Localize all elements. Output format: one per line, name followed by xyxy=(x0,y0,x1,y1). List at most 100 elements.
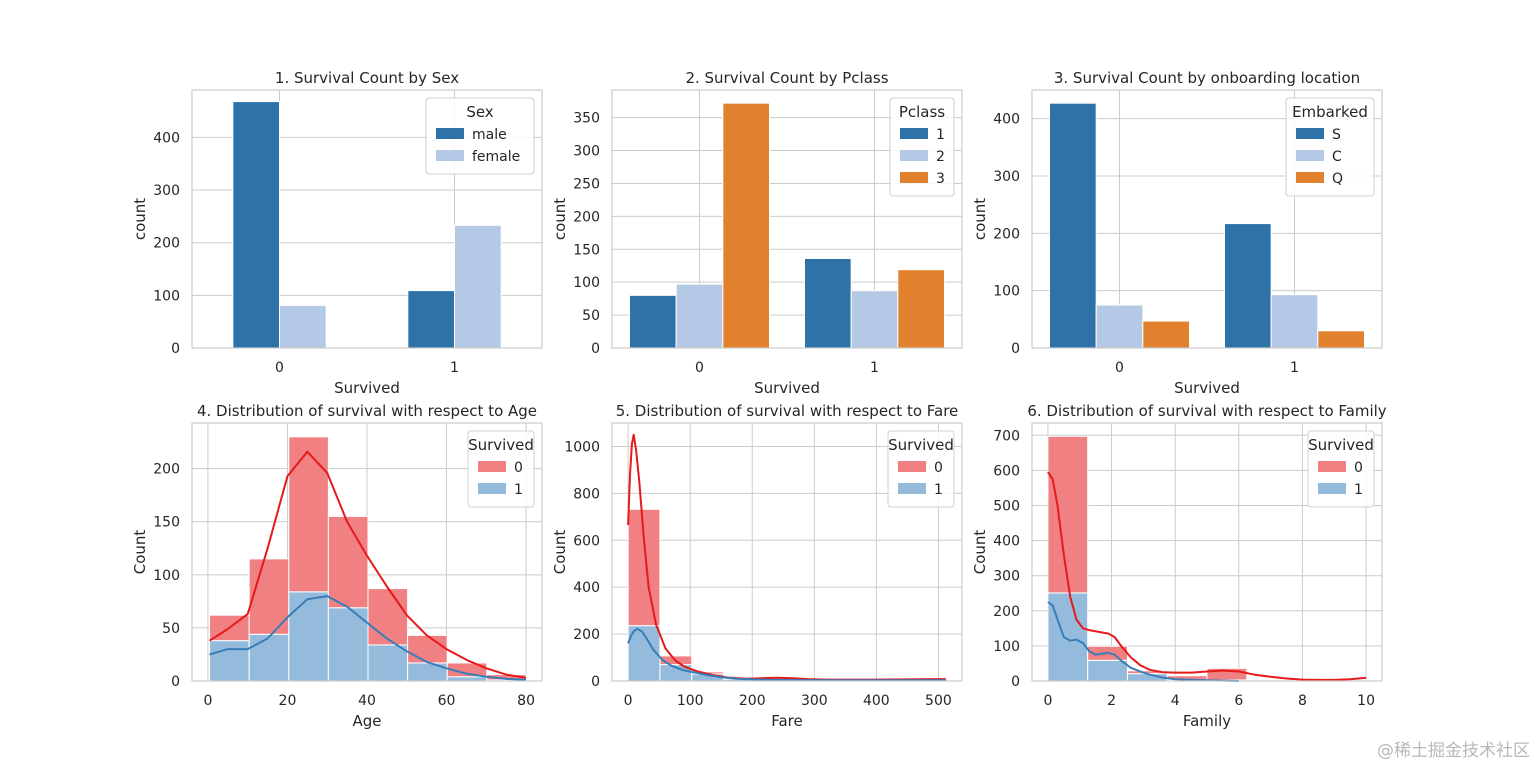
y-tick-label: 300 xyxy=(573,144,600,160)
y-tick-label: 0 xyxy=(1011,341,1020,357)
x-axis-label: Family xyxy=(1183,712,1231,730)
chart-1: 0 100 200 300 400 0 1 1. Survival Count by Sex S… xyxy=(131,69,543,397)
x-tick-label: 20 xyxy=(279,693,297,709)
chart-title: 1. Survival Count by Sex xyxy=(275,69,459,87)
x-axis-label: Survived xyxy=(334,379,400,397)
y-axis-label: count xyxy=(971,198,989,240)
bar-C-0 xyxy=(1095,304,1144,349)
legend: Survived 0 1 xyxy=(467,430,535,508)
chart-title: 4. Distribution of survival with respect… xyxy=(197,402,537,420)
legend-title: Embarked xyxy=(1292,103,1368,121)
x-tick-label: 4 xyxy=(1171,693,1180,709)
x-tick-label: 0 xyxy=(275,360,284,376)
hist-bar-0 xyxy=(627,508,661,627)
x-tick-label: 0 xyxy=(203,693,212,709)
legend-swatch xyxy=(898,483,926,494)
legend-title: Survived xyxy=(468,436,534,454)
y-tick-label: 600 xyxy=(573,533,600,549)
hist-bar-1 xyxy=(446,676,488,682)
legend-label: 1 xyxy=(936,127,945,143)
y-tick-label: 1000 xyxy=(564,439,600,455)
bar-2-1 xyxy=(850,290,899,349)
bar-2-0 xyxy=(675,283,724,349)
axes-frame xyxy=(191,422,543,682)
x-tick-label: 300 xyxy=(801,693,828,709)
legend-swatch xyxy=(1296,150,1324,161)
legend-box xyxy=(889,97,955,197)
x-tick-label: 0 xyxy=(1115,360,1124,376)
bar-1-0 xyxy=(629,294,677,349)
y-axis-label: Count xyxy=(131,530,149,575)
y-axis-label: Count xyxy=(971,530,989,575)
x-tick-label: 0 xyxy=(1043,693,1052,709)
bar-S-1 xyxy=(1224,223,1272,349)
x-tick-label: 1 xyxy=(870,360,879,376)
bar-male-1 xyxy=(407,290,456,349)
legend-label: male xyxy=(472,127,507,143)
legend-swatch xyxy=(1318,483,1346,494)
legend-label: 3 xyxy=(936,171,945,187)
hist-bar-0 xyxy=(1047,435,1089,594)
x-tick-label: 0 xyxy=(624,693,633,709)
legend-box xyxy=(1285,97,1375,197)
y-tick-label: 100 xyxy=(153,288,180,304)
bar-Q-1 xyxy=(1317,330,1366,349)
y-tick-label: 200 xyxy=(573,209,600,225)
y-tick-label: 250 xyxy=(573,176,600,192)
legend-swatch xyxy=(1296,128,1324,139)
chart-title: 2. Survival Count by Pclass xyxy=(685,69,888,87)
bar-S-0 xyxy=(1049,102,1097,349)
legend-swatch xyxy=(478,483,506,494)
legend-title: Survived xyxy=(888,436,954,454)
hist-bar-1 xyxy=(1047,592,1089,682)
legend-swatch xyxy=(900,172,928,183)
legend-label: 1 xyxy=(514,482,523,498)
bar-1-1 xyxy=(804,257,852,349)
legend-title: Survived xyxy=(1308,436,1374,454)
chart-5: 0 200 400 600 800 1000 0 100 200 300 400 500 5. Dist… xyxy=(551,402,963,730)
bar-3-0 xyxy=(722,102,770,349)
y-tick-label: 300 xyxy=(993,169,1020,185)
y-tick-label: 350 xyxy=(573,111,600,127)
legend-swatch xyxy=(478,461,506,472)
legend-title: Sex xyxy=(466,103,493,121)
legend-label: 0 xyxy=(514,460,523,476)
bar-female-1 xyxy=(454,224,502,349)
legend-label: S xyxy=(1332,127,1341,143)
x-tick-label: 1 xyxy=(450,360,459,376)
legend-label: female xyxy=(472,149,520,165)
y-tick-label: 700 xyxy=(993,428,1020,444)
chart-title: 5. Distribution of survival with respect… xyxy=(616,402,959,420)
x-tick-label: 8 xyxy=(1298,693,1307,709)
chart-3: 0 100 200 300 400 0 1 3. Survival Count by onbo… xyxy=(971,69,1383,397)
legend: Sex male female xyxy=(425,97,535,175)
x-tick-label: 500 xyxy=(925,693,952,709)
y-tick-label: 600 xyxy=(993,463,1020,479)
y-tick-label: 100 xyxy=(153,568,180,584)
y-tick-label: 50 xyxy=(162,621,180,637)
bar-C-1 xyxy=(1270,294,1319,349)
legend-swatch xyxy=(900,128,928,139)
x-tick-label: 1 xyxy=(1290,360,1299,376)
kde-line-1 xyxy=(1047,601,1239,682)
x-tick-label: 100 xyxy=(677,693,704,709)
chart-title: 3. Survival Count by onboarding location xyxy=(1054,69,1360,87)
y-tick-label: 200 xyxy=(153,462,180,478)
y-tick-label: 300 xyxy=(993,569,1020,585)
axes-frame xyxy=(1031,422,1383,682)
y-tick-label: 50 xyxy=(582,308,600,324)
y-tick-label: 100 xyxy=(573,275,600,291)
axes-frame xyxy=(611,422,963,682)
x-tick-label: 2 xyxy=(1107,693,1116,709)
hist-bar-1 xyxy=(288,591,329,682)
x-tick-label: 0 xyxy=(695,360,704,376)
legend-title: Pclass xyxy=(899,103,945,121)
kde-line-0 xyxy=(1047,471,1367,681)
hist-bar-0 xyxy=(327,515,369,609)
y-tick-label: 800 xyxy=(573,486,600,502)
x-tick-label: 200 xyxy=(739,693,766,709)
y-tick-label: 150 xyxy=(153,515,180,531)
legend-label: C xyxy=(1332,149,1342,165)
hist-bar-1 xyxy=(367,644,409,682)
